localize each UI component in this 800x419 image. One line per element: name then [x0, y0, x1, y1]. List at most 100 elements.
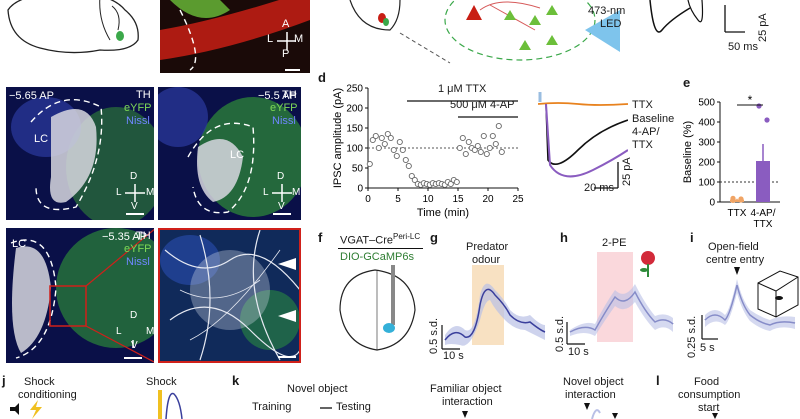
ttx-bar-label: 1 μM TTX [438, 83, 487, 95]
micrograph-zoom [158, 228, 301, 363]
axis-m: M [146, 326, 154, 337]
data-point [495, 122, 502, 130]
data-point [384, 130, 391, 138]
x-tick-label: 5 [395, 194, 401, 205]
micrograph-565ap: −5.65 AP LC D L M V [6, 87, 154, 220]
y-tick-label: 0 [357, 184, 363, 195]
genotype-sup: Peri-LC [392, 232, 421, 241]
genotype-divider [338, 248, 423, 249]
i-photometry-trace [701, 267, 799, 340]
k-familiar-2: interaction [442, 396, 493, 408]
region-label: LC [230, 149, 245, 161]
axis-l: L [263, 187, 269, 198]
stain-eyfp: eYFP [270, 102, 298, 114]
data-point [369, 136, 376, 144]
stain-eyfp: eYFP [124, 102, 152, 114]
stain-eyfp: eYFP [124, 243, 152, 255]
axis-m: M [146, 187, 154, 198]
y-tick-label: 50 [352, 164, 364, 175]
x-tick-label: 25 [512, 194, 524, 205]
k-novel-marker [584, 403, 618, 419]
k-novel-2: interaction [565, 389, 616, 401]
y-tick-label: 400 [698, 118, 715, 129]
data-point [462, 150, 469, 158]
trace-scale-y: 25 pA [621, 157, 633, 186]
y-tick-label: 100 [346, 144, 363, 155]
led-label-2: LED [600, 18, 622, 30]
top-trace-scale-x: 50 ms [728, 41, 758, 53]
data-point [456, 144, 463, 152]
stain-nissl: Nissl [126, 256, 150, 268]
led-label-1: 473-nm [588, 5, 626, 17]
top-trace-scale-y: 25 pA [757, 13, 769, 42]
data-point [375, 144, 382, 152]
y-axis-label: IPSC amplitude (pA) [332, 88, 344, 188]
ipsc-trace-top [649, 0, 745, 33]
ipsc-scatter-chart: 0 50 100 150 200 250 0 5 10 15 20 25 Time (min) IPSC … [332, 84, 524, 220]
data-point [483, 150, 490, 158]
axis-l: L [116, 326, 122, 337]
g-photometry-trace [441, 265, 546, 350]
stain-nissl: Nissl [272, 115, 296, 127]
y-tick-label: 200 [346, 104, 363, 115]
axis-d: D [130, 310, 138, 321]
genotype-line: VGAT–Cre [340, 234, 393, 247]
trace-scale-x: 20 ms [584, 182, 614, 194]
k-title: Novel object [287, 383, 348, 395]
j-shock-label: Shock [146, 376, 177, 388]
y-tick-label: 500 [698, 98, 715, 109]
data-point [399, 146, 406, 154]
data-point [378, 134, 385, 142]
data-point [486, 144, 493, 152]
panel-letter-d: d [318, 70, 326, 85]
compass-l: L [267, 33, 274, 45]
data-point [480, 132, 487, 140]
i-title-2: centre entry [706, 254, 765, 266]
data-point [405, 162, 412, 170]
stain-th: TH [136, 230, 151, 242]
k-familiar-1: Familiar object [430, 383, 502, 395]
ap-label: −5.5 AP [258, 90, 297, 102]
y-axis-label: Baseline (%) [682, 121, 694, 183]
x-tick-label: 0 [365, 194, 371, 205]
data-point [408, 172, 415, 180]
scale-bar-3 [124, 340, 142, 359]
category-label: 4-AP/ [750, 208, 775, 219]
axis-v: V [278, 201, 285, 212]
data-point [459, 134, 466, 142]
data-point [738, 197, 744, 203]
h-title: 2-PE [602, 237, 627, 249]
region-label: LC [12, 238, 27, 250]
panel-letter-g: g [430, 230, 438, 245]
circuit-schematic [349, 0, 620, 64]
i-scale-y: 0.25 s.d. [686, 315, 698, 358]
significance-marker: * [748, 93, 753, 107]
h-photometry-trace [566, 252, 674, 345]
ap-bar-label: 500 μM 4-AP [450, 99, 515, 111]
data-point [447, 180, 454, 188]
brain-coronal-fiber-schematic [339, 265, 416, 351]
panel-letter-l: l [656, 373, 660, 388]
data-point [381, 140, 388, 148]
ipsc-overlay-traces [538, 92, 628, 189]
data-point [730, 195, 736, 201]
virus-label: DIO-GCaMP6s [340, 251, 414, 263]
compass-p: P [282, 48, 290, 60]
legend-baseline: Baseline [632, 113, 675, 125]
data-point [492, 140, 499, 148]
k-testing: Testing [336, 401, 371, 413]
j-shock-trace [158, 390, 183, 419]
stain-nissl: Nissl [126, 115, 150, 127]
legend-4ap: 4-AP/ [632, 126, 660, 138]
data-point [366, 160, 373, 168]
stain-th: TH [136, 89, 151, 101]
baseline-bar-chart: 0 100 200 300 400 500 TTX 4-AP/TTX * Baseline (%) [682, 93, 780, 230]
axis-d: D [130, 171, 138, 182]
region-label: LC [34, 133, 49, 145]
axis-v: V [131, 201, 138, 212]
data-point [477, 148, 484, 156]
axis-l: L [116, 187, 122, 198]
data-point [393, 152, 400, 160]
y-tick-label: 300 [698, 138, 715, 149]
data-point [764, 117, 770, 123]
